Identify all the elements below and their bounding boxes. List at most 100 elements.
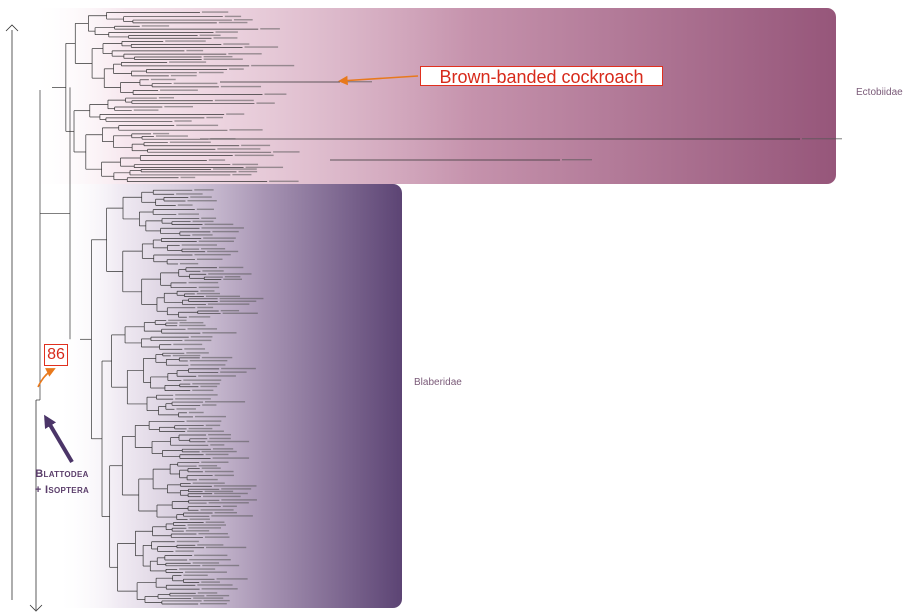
tip-label (189, 518, 210, 520)
tip-label (165, 40, 206, 42)
tip-label (223, 278, 242, 280)
tip-label (178, 213, 199, 215)
tip-label (189, 359, 228, 362)
tip-label (241, 144, 271, 147)
tip-label (206, 594, 230, 597)
tip-label (203, 55, 233, 58)
tip-label (226, 113, 245, 115)
tip-label (213, 37, 238, 39)
tip-label (260, 28, 280, 30)
tip-label (229, 129, 263, 131)
tip-label (210, 444, 225, 446)
tip-label (173, 82, 218, 85)
tip-label (181, 244, 217, 246)
tip-label (187, 200, 217, 202)
tip-label (179, 262, 199, 265)
tip-label (187, 524, 226, 526)
tip-label (201, 588, 238, 590)
tip-label (187, 430, 224, 432)
tip-label (183, 379, 222, 381)
tip-label (202, 332, 237, 334)
tip-label (201, 227, 244, 229)
tip-label (197, 544, 224, 546)
tip-label (188, 427, 213, 430)
tip-label (211, 515, 253, 517)
tip-label (200, 602, 227, 605)
tip-label (185, 571, 227, 573)
tip-label (197, 592, 218, 594)
tip-label (175, 550, 194, 552)
tip-label (205, 521, 225, 523)
tip-label (158, 97, 174, 99)
tip-label (204, 470, 234, 473)
tip-label (204, 223, 234, 226)
tip-label (205, 401, 246, 403)
tip-label (222, 505, 237, 507)
tip-label (184, 348, 206, 350)
tip-label (189, 559, 231, 561)
tip-label (207, 440, 250, 443)
tip-label (194, 253, 231, 256)
tip-label (179, 324, 206, 327)
callout-arrow (338, 75, 419, 86)
tip-label (213, 485, 257, 487)
tip-label (192, 562, 220, 564)
tip-label (190, 364, 226, 366)
tip-label (172, 354, 201, 357)
tip-label (206, 116, 223, 119)
tip-label (206, 546, 247, 549)
tip-label (202, 404, 217, 406)
tip-label (220, 309, 240, 312)
tip-label (198, 478, 218, 481)
tip-label (179, 322, 204, 324)
tip-label (174, 120, 192, 122)
tip-label (194, 554, 228, 557)
tip-label (205, 453, 229, 456)
tip-label (180, 176, 196, 179)
tip-label (228, 53, 262, 55)
tip-label (234, 154, 274, 157)
blaberidae-band (56, 184, 402, 608)
tip-label (196, 208, 214, 211)
family-label-ectobiidae: Ectobiidae (856, 87, 903, 98)
tip-label (269, 180, 299, 183)
tip-label (214, 492, 248, 495)
tip-label (224, 276, 241, 278)
tip-label (203, 58, 243, 60)
tip-label (223, 43, 250, 45)
tip-label (183, 574, 208, 576)
tip-label (196, 292, 220, 295)
tip-label (194, 189, 214, 191)
clade-label-line1: Blattodea (35, 468, 89, 480)
tip-label (199, 34, 221, 37)
family-label-blaberidae: Blaberidae (414, 377, 462, 388)
tree-tip-labels (133, 11, 842, 605)
tip-label (244, 46, 279, 48)
tip-label (221, 499, 257, 501)
badge-arrow (37, 368, 56, 388)
tip-label (198, 71, 224, 74)
tip-label (188, 281, 219, 284)
tip-label (185, 530, 210, 532)
tip-label (176, 193, 203, 195)
tip-label (232, 173, 252, 176)
tip-label (187, 328, 218, 330)
tip-label (155, 135, 188, 137)
tip-label (200, 509, 234, 511)
tip-label (251, 64, 295, 67)
tip-label (203, 599, 230, 602)
tip-label (201, 450, 237, 453)
tip-label (208, 273, 252, 275)
tip-label (208, 159, 226, 161)
tip-label (184, 339, 212, 342)
tip-label (133, 109, 159, 111)
tip-label (176, 540, 199, 543)
tip-label (202, 564, 240, 567)
tip-label (204, 490, 234, 493)
tip-label (160, 89, 198, 91)
tip-label (196, 258, 223, 260)
tip-label (203, 495, 241, 498)
tip-label (197, 584, 233, 586)
tip-label (150, 78, 176, 81)
tip-label (215, 31, 238, 33)
